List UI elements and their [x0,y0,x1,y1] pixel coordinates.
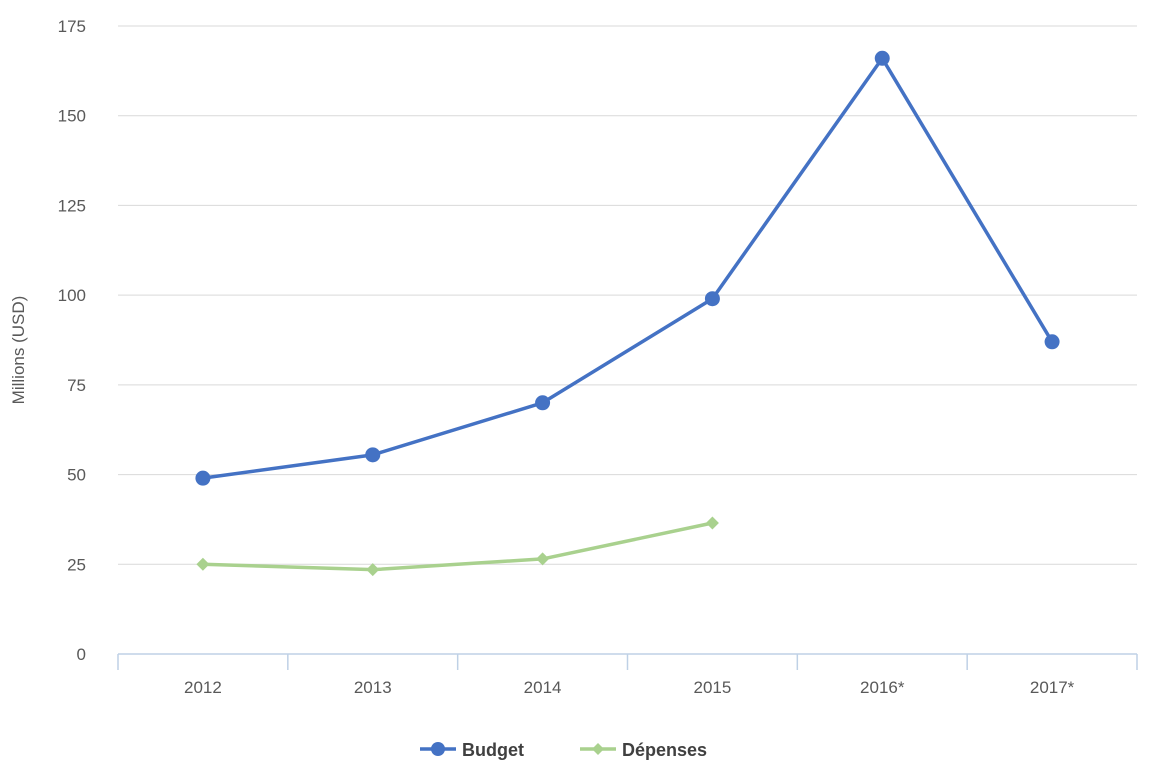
series [195,50,1060,577]
y-tick-label: 125 [58,196,86,215]
legend-item: Dépenses [580,740,707,760]
legend-marker [431,742,445,756]
y-tick-label: 50 [67,466,86,485]
legend-marker [592,743,604,755]
x-tick-labels: 2012 2013 2014 2015 2016* 2017* [184,678,1075,697]
x-tick-label: 2015 [694,678,732,697]
series-budget [195,50,1060,486]
data-point [195,470,211,486]
data-point [196,557,210,571]
x-tick-label: 2016* [860,678,905,697]
y-tick-label: 150 [58,107,86,126]
legend: Budget Dépenses [420,740,707,760]
x-tick-label: 2014 [524,678,562,697]
legend-item: Budget [420,740,524,760]
x-tick-label: 2012 [184,678,222,697]
series-d-penses [196,516,719,577]
series-line [201,521,715,572]
y-axis-title: Millions (USD) [9,296,28,405]
x-axis [117,653,1138,670]
y-tick-label: 100 [58,286,86,305]
y-tick-label: 75 [67,376,86,395]
gridlines [118,25,1137,565]
data-point [705,516,719,530]
y-tick-label: 175 [58,17,86,36]
data-point [535,395,551,411]
data-point [366,563,380,577]
data-point [365,447,381,463]
data-point [704,291,720,307]
x-tick-label: 2017* [1030,678,1075,697]
y-tick-label: 0 [77,645,86,664]
data-point [1044,334,1060,350]
x-tick-label: 2013 [354,678,392,697]
data-point [874,50,890,66]
legend-label: Dépenses [622,740,707,760]
y-tick-label: 25 [67,555,86,574]
data-point [536,552,550,566]
series-line [201,56,1054,480]
legend-label: Budget [462,740,524,760]
y-axis: 0 25 50 75 100 125 150 175 [58,17,86,664]
